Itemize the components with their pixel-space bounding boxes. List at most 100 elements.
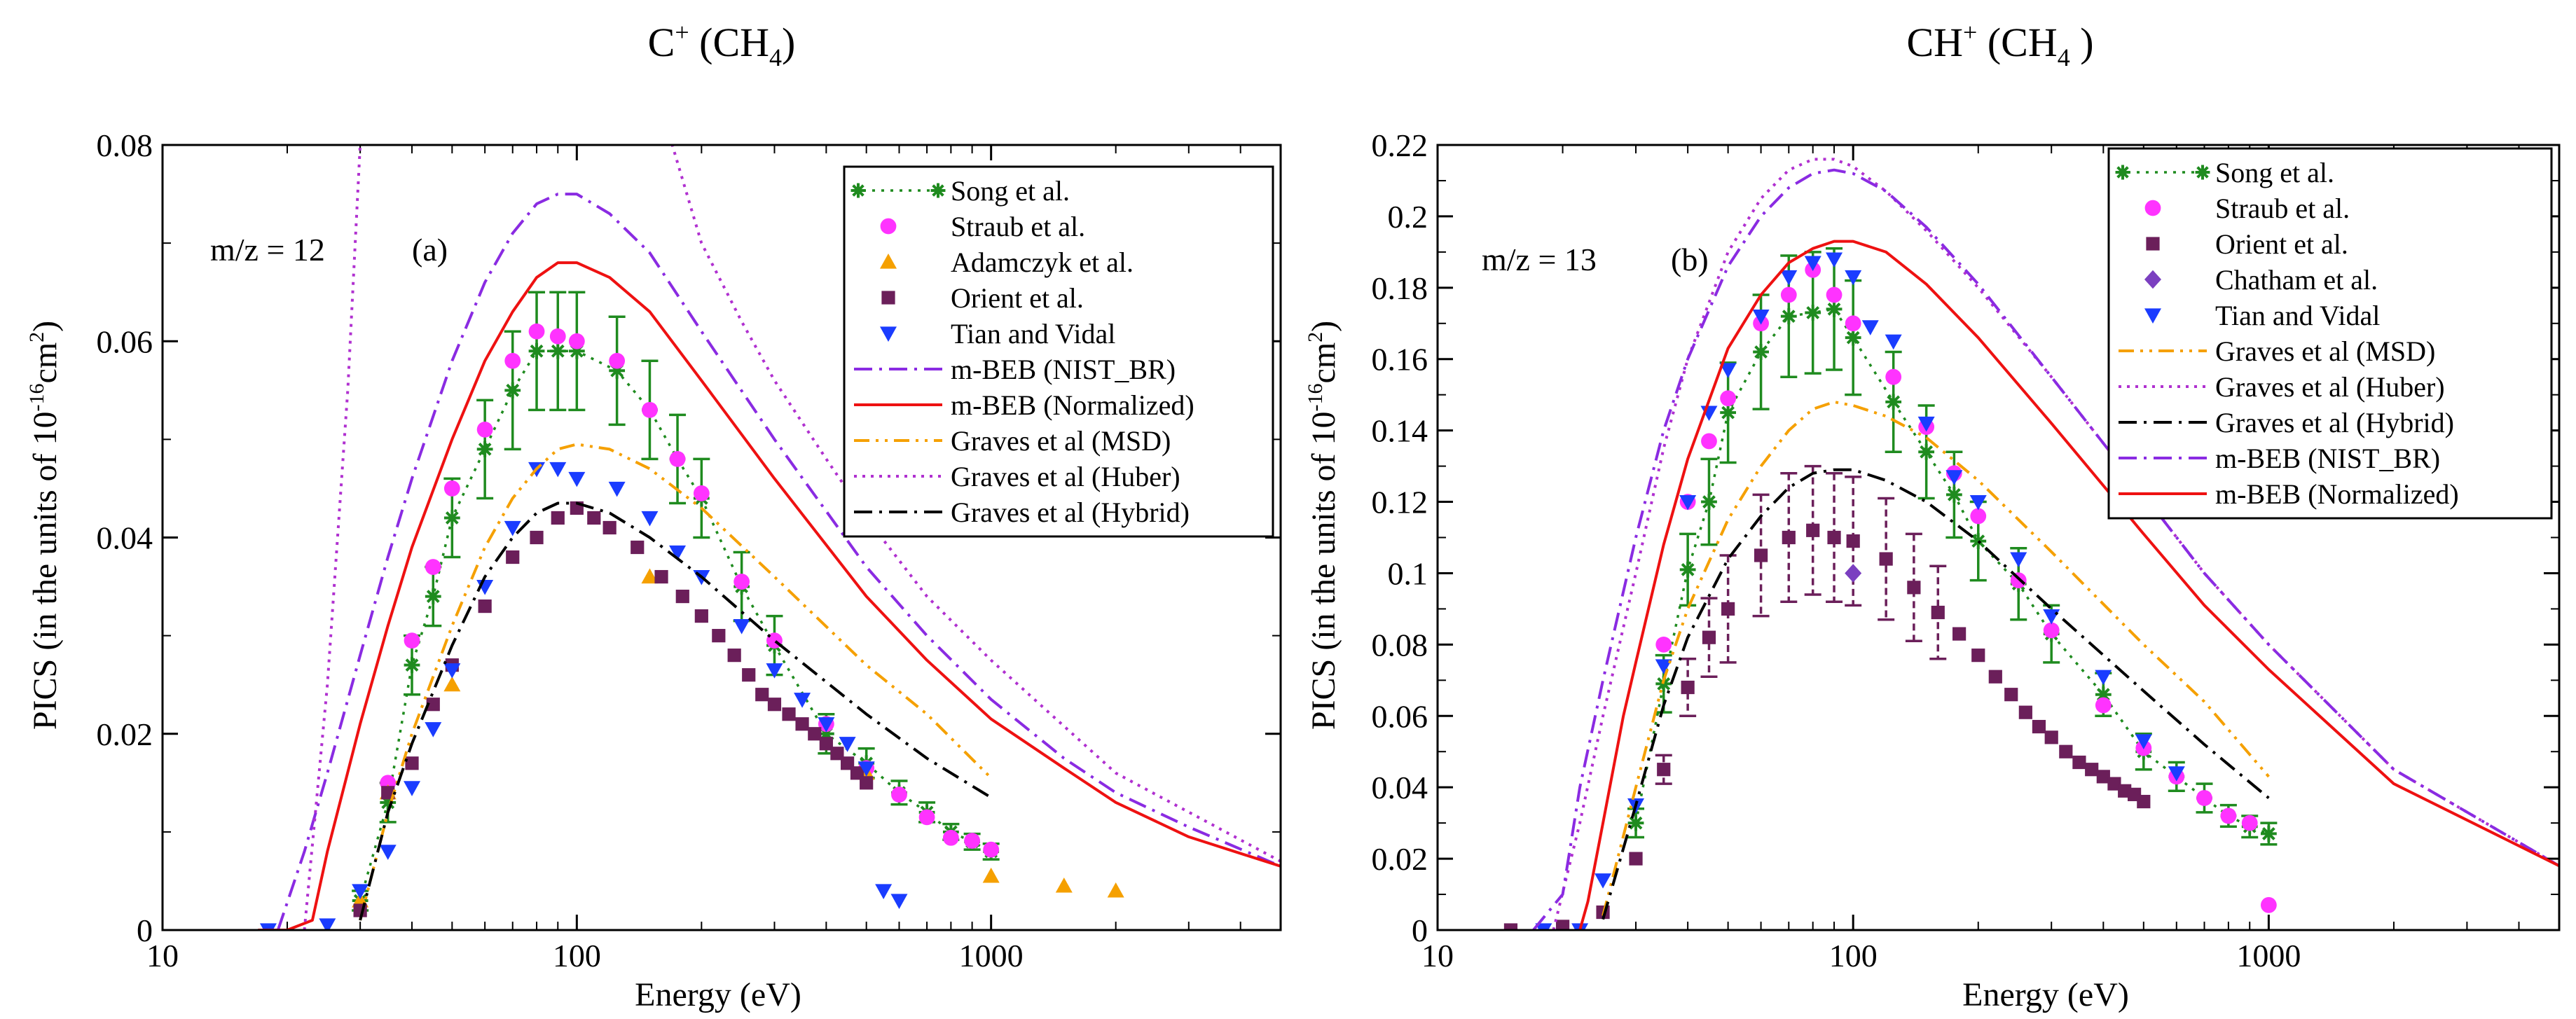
right-series-chatham-et-al [1845, 564, 1862, 583]
right-series-tian-and-vidal-point [1969, 494, 1987, 511]
left-series-m-beb-nist-br-line [276, 193, 1281, 930]
left-series-orient-et-al-point [478, 599, 492, 614]
right-series-orient-et-al-point [1657, 763, 1671, 777]
right-series-song-et-al-point [1826, 300, 1843, 317]
right-y-tick-label: 0.1 [1388, 555, 1428, 591]
left-series-tian-and-vidal-point [443, 663, 461, 679]
left-series-straub-et-al-point [693, 485, 710, 501]
right-series-orient-et-al-point [1681, 680, 1695, 695]
left-series-tian-and-vidal-point [794, 693, 811, 708]
right-series-orient-et-al-point [1702, 630, 1716, 644]
right-series-chatham-et-al-point [1845, 564, 1862, 583]
left-series-orient-et-al-point [755, 688, 769, 702]
right-series-graves-et-al-msd-line [1602, 400, 2270, 917]
right-series-tian-and-vidal [1535, 252, 2185, 930]
right-series-song-et-al-point [1970, 533, 1987, 549]
left-series-orient-et-al-point [742, 668, 756, 682]
right-series-tian-and-vidal-point [1917, 416, 1935, 432]
left-series-tian-and-vidal-point [352, 884, 369, 899]
right-y-tick-label: 0.04 [1372, 770, 1428, 805]
left-legend-label: Graves et al (Huber) [951, 461, 1180, 492]
right-series-tian-and-vidal-point [1845, 270, 1862, 286]
left-series-graves-et-al-huber [303, 145, 1281, 930]
right-y-tick-label: 0.2 [1388, 199, 1428, 235]
left-legend-marker [880, 326, 897, 342]
right-series-song-et-al-point [2095, 686, 2112, 703]
right-legend-label: Tian and Vidal [2215, 300, 2380, 331]
right-series-tian-and-vidal-point [1535, 923, 1552, 930]
right-series-orient-et-al-point [2059, 744, 2073, 758]
right-legend-item-graves-et-al-huber: Graves et al (Huber) [2119, 371, 2445, 403]
panel-right-panel-letter: (b) [1671, 242, 1709, 277]
right-legend-marker [2115, 165, 2130, 180]
left-series-straub-et-al-point [918, 809, 935, 826]
right-series-song-et-al-point [1885, 394, 1902, 410]
right-series-straub-et-al-point [1655, 636, 1672, 653]
right-series-tian-and-vidal-point [2168, 766, 2185, 782]
left-series-tian-and-vidal-point [379, 845, 397, 860]
left-series-tian-and-vidal-point [818, 717, 835, 733]
right-series-m-beb-normalized [1578, 240, 2559, 930]
right-series-graves-et-al-hybrid [1602, 468, 2270, 920]
right-series-orient-et-al-point [1952, 627, 1967, 641]
left-y-tick-label: 0.06 [97, 324, 153, 359]
left-series-orient-et-al-point [631, 540, 645, 555]
right-legend-label: m-BEB (Normalized) [2215, 478, 2459, 510]
right-series-tian-and-vidal-point [1804, 256, 1821, 272]
left-series-straub-et-al-point [568, 333, 585, 349]
right-series-song-et-al-point [1845, 329, 1861, 346]
right-legend-item-chatham-et-al: Chatham et al. [2144, 264, 2378, 296]
right-series-song-et-al-point [1701, 494, 1717, 510]
left-series-tian-and-vidal-point [504, 520, 521, 536]
left-series-orient-et-al-point [506, 550, 520, 564]
left-legend: Song et al. Straub et al. Adamczyk et al. O… [843, 165, 1274, 538]
right-legend-marker [2144, 308, 2161, 324]
panel-left: C+ (CH4) m/z = 12 (a) Energy (eV) PICS (… [25, 18, 1282, 1013]
right-series-straub-et-al-point [1701, 433, 1717, 450]
left-series-orient-et-al [353, 501, 874, 917]
left-series-tian-and-vidal-point [733, 619, 750, 635]
right-series-song-et-al-point [1918, 443, 1935, 460]
left-series-straub-et-al-point [942, 829, 959, 846]
right-series-song-et-al-point [2260, 826, 2277, 842]
left-series-song-et-al-point [568, 342, 585, 359]
right-series-straub-et-al-point [1970, 508, 1987, 525]
left-series-graves-et-al-msd [359, 443, 993, 921]
left-legend-label: Graves et al (MSD) [951, 425, 1171, 457]
right-series-straub-et-al-point [1845, 315, 1861, 332]
right-series-straub-et-al-point [2260, 896, 2277, 913]
left-series-song-et-al-point [528, 342, 545, 359]
right-series-graves-et-al-huber [1552, 158, 2559, 930]
right-legend-item-graves-et-al-hybrid: Graves et al (Hybrid) [2119, 407, 2454, 438]
right-legend-item-song-et-al: Song et al. [2115, 157, 2334, 188]
right-series-orient-et-al-point [2044, 730, 2058, 744]
panel-right: CH+ (CH4 ) m/z = 13 (b) Energy (eV) PICS… [1304, 18, 2561, 1013]
left-series-tian-and-vidal-point [875, 884, 893, 899]
right-series-straub-et-al-point [1885, 368, 1902, 385]
right-series-orient-et-al-point [1827, 530, 1841, 545]
right-legend-item-orient-et-al: Orient et al. [2146, 228, 2348, 260]
right-x-tick-label: 1000 [2236, 938, 2301, 973]
left-series-adamczyk-et-al-point [1107, 882, 1124, 898]
right-series-orient-et-al-point [1754, 548, 1768, 562]
right-legend-label: Graves et al (Hybrid) [2215, 407, 2454, 438]
right-series-tian-and-vidal-point [1719, 363, 1737, 379]
left-legend-label: Orient et al. [951, 282, 1084, 314]
left-series-straub-et-al-point [549, 328, 566, 345]
left-series-graves-et-al-msd-line [359, 443, 993, 921]
left-y-tick-label: 0 [137, 913, 153, 948]
left-series-adamczyk-et-al-point [443, 676, 461, 692]
left-series-tian-and-vidal-point [608, 481, 626, 497]
left-series-tian-and-vidal [259, 462, 908, 930]
right-series-tian-and-vidal-point [2095, 670, 2112, 686]
panel-left-mz-annotation: m/z = 12 [210, 232, 325, 268]
left-x-tick-label: 100 [553, 938, 601, 973]
right-series-orient-et-al-point [1806, 523, 1820, 537]
left-series-adamczyk-et-al-point [641, 568, 659, 584]
right-series-orient-et-al-point [2107, 777, 2121, 791]
left-series-straub-et-al-point [642, 401, 658, 418]
left-series-straub-et-al-point [983, 841, 1000, 858]
right-series-orient-et-al-point [2032, 719, 2046, 734]
left-series-orient-et-al-point [830, 747, 844, 761]
left-series-graves-et-al-huber-line [303, 145, 362, 930]
